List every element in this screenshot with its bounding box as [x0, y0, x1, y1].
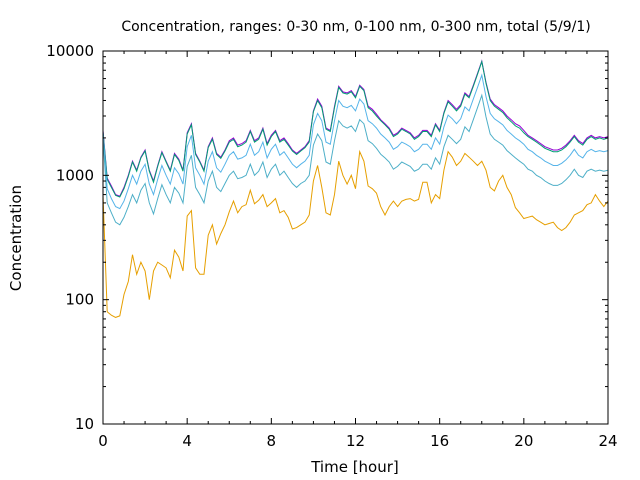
x-tick-label: 24	[598, 432, 617, 450]
series-line-4	[102, 93, 609, 226]
y-tick-label: 10000	[46, 42, 94, 60]
chart-title: Concentration, ranges: 0-30 nm, 0-100 nm…	[121, 19, 590, 35]
series-line-5	[102, 149, 609, 318]
x-tick-label: 20	[514, 432, 533, 450]
x-tick-label: 16	[430, 432, 449, 450]
series-line-3	[102, 73, 609, 210]
x-tick-label: 12	[346, 432, 365, 450]
y-tick-label: 1000	[56, 166, 94, 184]
series-layer	[102, 59, 609, 318]
x-tick-label: 8	[267, 432, 277, 450]
x-tick-label: 4	[182, 432, 192, 450]
series-line-2	[102, 59, 609, 198]
y-axis-label: Concentration	[7, 185, 25, 291]
y-tick-label: 100	[65, 291, 94, 309]
tick-layer: 0 4 8 12 16 20 24 10 100 1000 10000	[46, 42, 617, 450]
x-axis-label: Time [hour]	[310, 458, 399, 476]
y-tick-label: 10	[75, 415, 94, 433]
x-tick-label: 0	[98, 432, 108, 450]
